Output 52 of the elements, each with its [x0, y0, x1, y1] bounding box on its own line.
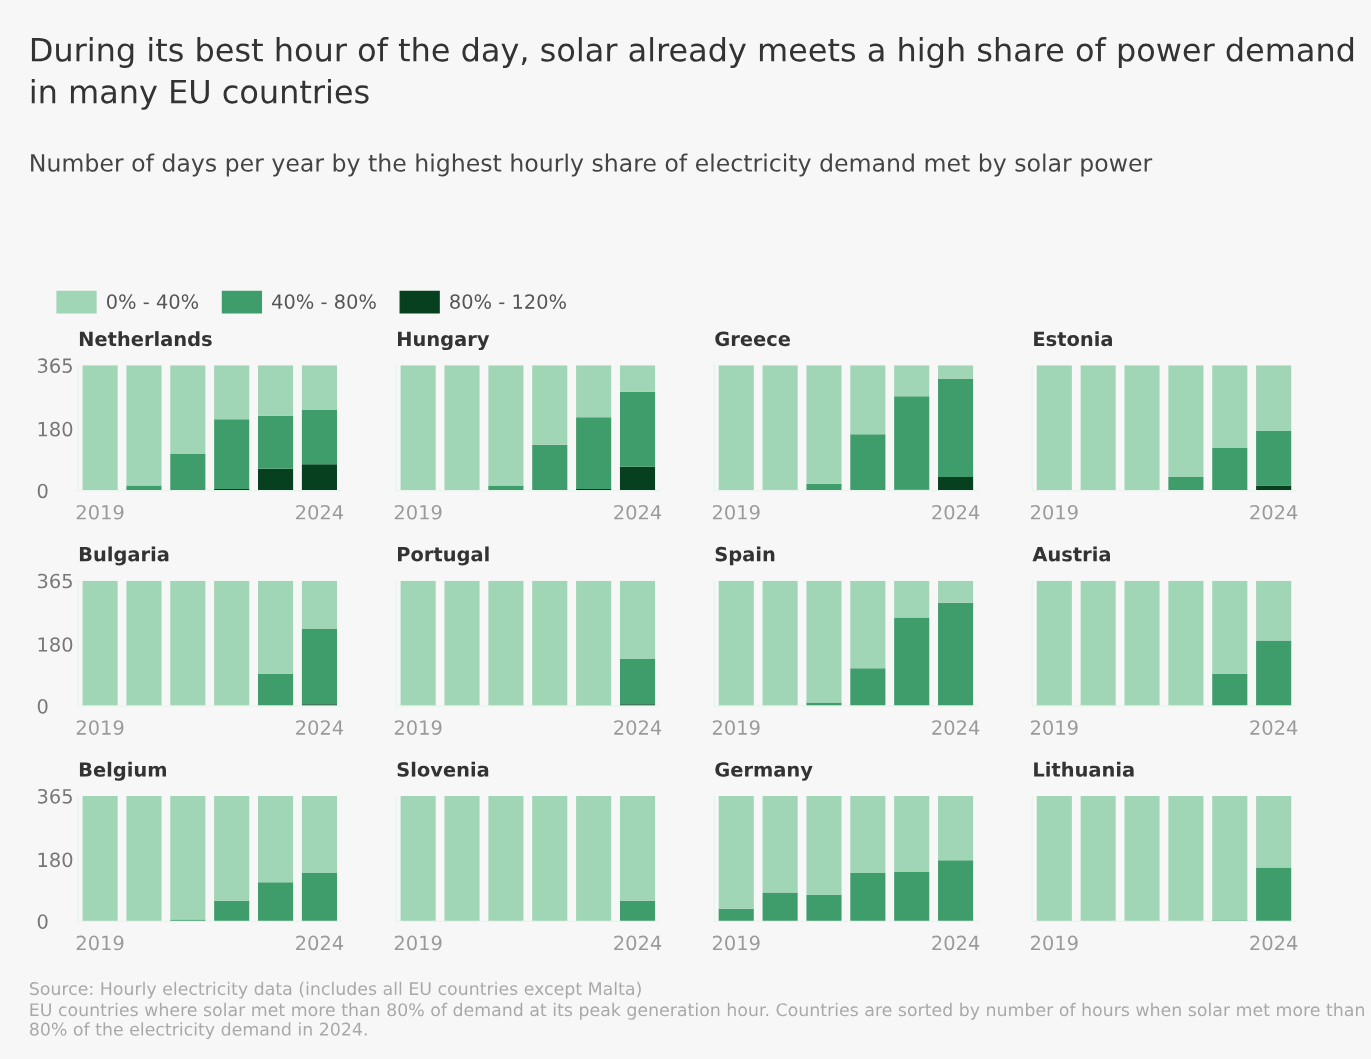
x-tick-label: 2024 [614, 504, 662, 520]
chart-title: Netherlands [79, 331, 212, 347]
legend-label: 0% - 40% [106, 294, 199, 309]
x-tick-label: 2019 [1030, 720, 1078, 735]
chart-title: Bulgaria [79, 546, 169, 566]
x-tick-label: 2019 [394, 720, 442, 735]
chart-title: Austria [1032, 546, 1110, 562]
x-tick-label: 2019 [76, 935, 124, 951]
y-tick-label: 180 [38, 637, 73, 652]
chart-title: Slovenia [397, 761, 489, 777]
text: Number of days per year by the highest hourly share of electricity demand met by solar power [31, 153, 1153, 177]
text: During its best hour of the day, solar already meets a high share of power demand in many EU countries [31, 37, 1354, 110]
x-tick-label: 2024 [932, 720, 980, 735]
y-tick-label: 0 [37, 698, 48, 714]
x-tick-label: 2019 [76, 720, 124, 735]
x-tick-label: 2024 [1250, 935, 1298, 951]
x-tick-label: 2024 [296, 504, 344, 520]
x-tick-label: 2019 [1030, 504, 1078, 520]
x-tick-label: 2024 [932, 935, 980, 951]
x-tick-label: 2019 [76, 504, 124, 520]
chart-title: Germany [715, 762, 813, 781]
chart-title: Lithuania [1034, 761, 1134, 777]
x-tick-label: 2019 [712, 720, 760, 735]
chart-title: Belgium [79, 761, 166, 781]
x-tick-label: 2019 [1030, 935, 1078, 951]
x-tick-label: 2024 [614, 720, 662, 735]
x-tick-label: 2024 [1250, 504, 1298, 520]
source-note: Source: Hourly electricity data (includes all EU countries except Malta) [29, 981, 641, 999]
chart-title: Portugal [398, 546, 489, 566]
legend-label: 40% - 80% [272, 294, 376, 309]
chart-title: Hungary [398, 331, 490, 351]
legend-label: 80% - 120% [450, 294, 566, 309]
chart-title: Spain [715, 546, 775, 566]
y-tick-label: 180 [38, 852, 73, 868]
y-tick-label: 365 [37, 358, 72, 374]
text: EU countries where solar met more than 80% of demand at its peak generation hour. Countries are sorted by number of hours when solar met more than 80% of the electricity demand in 2024. [29, 1002, 1364, 1040]
y-tick-label: 0 [37, 914, 48, 929]
y-tick-label: 365 [37, 573, 72, 589]
chart-title: Estonia [1034, 331, 1112, 347]
x-tick-label: 2024 [296, 935, 344, 951]
x-tick-label: 2024 [932, 504, 980, 520]
x-tick-label: 2024 [1250, 720, 1298, 735]
x-tick-label: 2024 [296, 720, 344, 735]
y-tick-label: 180 [38, 421, 73, 437]
x-tick-label: 2019 [394, 504, 442, 520]
x-tick-label: 2019 [394, 935, 442, 951]
y-tick-label: 0 [37, 483, 48, 499]
x-tick-label: 2019 [712, 935, 760, 951]
x-tick-label: 2024 [614, 935, 662, 951]
x-tick-label: 2019 [712, 504, 760, 520]
chart-title: Greece [715, 331, 790, 347]
y-tick-label: 365 [37, 788, 72, 804]
